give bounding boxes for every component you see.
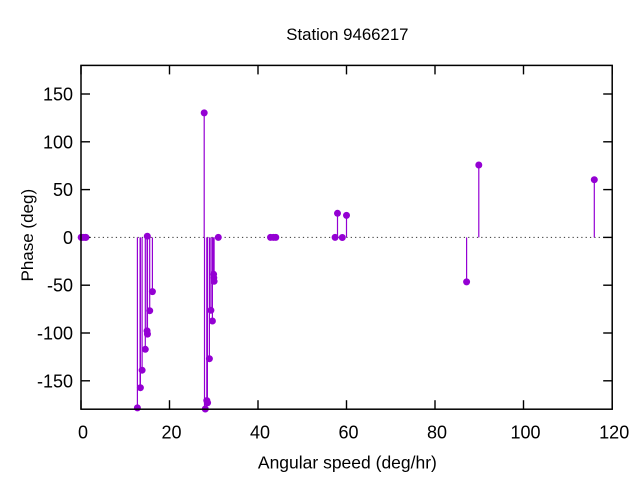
- svg-text:0: 0: [78, 423, 88, 443]
- svg-text:100: 100: [43, 132, 73, 152]
- svg-text:50: 50: [53, 180, 73, 200]
- svg-text:Angular speed (deg/hr): Angular speed (deg/hr): [258, 452, 437, 472]
- svg-text:-50: -50: [47, 276, 73, 296]
- svg-text:20: 20: [161, 423, 181, 443]
- svg-text:100: 100: [510, 423, 540, 443]
- svg-text:Phase (deg): Phase (deg): [18, 189, 37, 282]
- svg-text:80: 80: [427, 423, 447, 443]
- svg-text:-100: -100: [37, 324, 73, 344]
- svg-text:60: 60: [338, 423, 358, 443]
- svg-text:0: 0: [63, 228, 73, 248]
- svg-text:Station 9466217: Station 9466217: [286, 25, 408, 44]
- svg-text:150: 150: [43, 85, 73, 105]
- svg-text:-150: -150: [37, 371, 73, 391]
- svg-text:40: 40: [250, 423, 270, 443]
- svg-text:120: 120: [599, 423, 629, 443]
